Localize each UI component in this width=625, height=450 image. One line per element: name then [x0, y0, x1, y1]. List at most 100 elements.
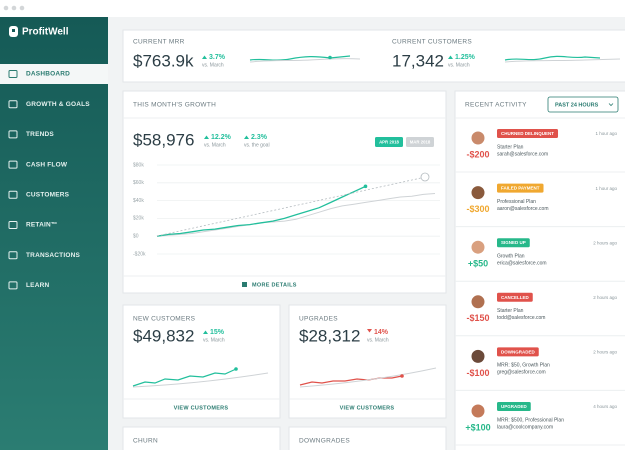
status-badge	[497, 402, 531, 411]
nav-item[interactable]: DASHBOARD	[26, 71, 70, 78]
link-icon[interactable]	[242, 282, 247, 287]
arrow-up	[203, 330, 208, 334]
sparkline	[249, 55, 351, 61]
y-tick-label: $20k	[133, 216, 144, 222]
nav-item[interactable]: RETAIN™	[26, 222, 58, 229]
dropdown-caret	[608, 103, 614, 107]
amount: +$100	[465, 422, 490, 432]
plan: Growth Plan	[497, 254, 525, 260]
logo-icon	[12, 29, 15, 32]
email: erica@salesforce.com	[497, 261, 547, 267]
nav-icon[interactable]	[8, 130, 18, 139]
status: UPGRADED	[501, 404, 528, 409]
status: CHURNED DELINQUENT	[501, 131, 554, 136]
status-badge	[497, 129, 559, 138]
growth-chart: -$20k $0 $20k $40k $60k $80k	[133, 162, 440, 257]
plan: MRR: $50, Growth Plan	[497, 363, 550, 369]
change: 3.7%	[209, 54, 226, 61]
nav-icon[interactable]	[8, 160, 18, 169]
goal-marker	[420, 172, 430, 182]
nav-icon[interactable]	[8, 190, 18, 199]
change: 2.3%	[251, 134, 268, 141]
compare: vs. March	[367, 337, 389, 343]
legend-label: MAR 2018	[410, 140, 431, 145]
growth-card	[122, 90, 447, 294]
plan: MRR: $500, Professional Plan	[497, 417, 564, 423]
legend-badge	[375, 137, 403, 147]
sparkline	[504, 55, 601, 61]
plan: Starter Plan	[497, 308, 524, 314]
y-tick-label: $80k	[133, 162, 144, 168]
label: CURRENT CUSTOMERS	[392, 39, 472, 46]
nav-icon[interactable]	[8, 281, 18, 290]
filter-dropdown[interactable]	[547, 96, 619, 113]
arrow-down	[367, 329, 372, 333]
change: 12.2%	[211, 134, 232, 141]
nav-icon[interactable]	[8, 251, 18, 260]
avatar	[470, 294, 486, 310]
value: $28,312	[299, 326, 360, 345]
arrow-up	[202, 55, 207, 59]
amount: -$150	[466, 313, 489, 323]
time: 2 hours ago	[593, 350, 617, 355]
avatar	[470, 403, 486, 419]
nav-item[interactable]: LEARN	[26, 282, 49, 289]
arrow-up	[244, 135, 249, 139]
email: greg@salesforce.com	[497, 370, 546, 376]
amount: -$300	[466, 204, 489, 214]
nav-item[interactable]: GROWTH & GOALS	[26, 101, 90, 108]
compare: vs. the goal	[244, 142, 270, 148]
status-badge	[497, 292, 533, 302]
filter-text[interactable]: PAST 24 HOURS	[555, 102, 599, 108]
nav-item[interactable]: TRANSACTIONS	[26, 252, 81, 259]
email: sarah@salesforce.com	[497, 151, 548, 157]
time: 4 hours ago	[593, 404, 617, 409]
status-badge	[497, 238, 530, 248]
avatar	[470, 239, 486, 255]
value: $763.9k	[133, 51, 194, 70]
amount: +$50	[468, 259, 488, 269]
logo-text: ProfitWell	[22, 27, 69, 38]
view-customers[interactable]: VIEW CUSTOMERS	[174, 405, 229, 411]
window-dot	[11, 5, 17, 11]
nav-item[interactable]: CUSTOMERS	[26, 192, 70, 199]
logo: ProfitWell	[9, 26, 69, 38]
nav-icon[interactable]	[8, 221, 18, 229]
status-badge	[497, 347, 539, 357]
y-tick-label: $40k	[133, 198, 144, 204]
time: 2 hours ago	[593, 295, 617, 300]
compare: vs. March	[203, 337, 225, 343]
y-tick-label: $0	[133, 234, 139, 240]
series-end	[363, 184, 368, 189]
status: SIGNED UP	[501, 240, 526, 245]
plan: Starter Plan	[497, 144, 524, 150]
nav-icon[interactable]	[8, 70, 18, 78]
card-title: RECENT ACTIVITY	[465, 102, 527, 109]
sidebar	[0, 17, 108, 450]
downgrades-card	[288, 426, 447, 450]
avatar	[470, 185, 486, 201]
card-title: CHURN	[133, 438, 158, 445]
arrow-up	[204, 135, 209, 139]
sparkline-dot	[234, 367, 238, 371]
time: 1 hour ago	[595, 186, 617, 191]
arrow-up	[448, 55, 453, 59]
nav-icon[interactable]	[8, 100, 18, 109]
plan: Professional Plan	[497, 199, 536, 205]
summary-card	[122, 29, 625, 83]
nav-item[interactable]: TRENDS	[26, 131, 54, 138]
status-badge	[497, 183, 544, 193]
status: DOWNGRADED	[501, 349, 535, 354]
value: $58,976	[133, 130, 194, 149]
nav-item[interactable]: CASH FLOW	[26, 161, 68, 168]
sparkline	[132, 372, 269, 388]
sparkline-dot	[328, 55, 332, 60]
sparkline	[132, 368, 237, 387]
window-dot	[3, 5, 9, 11]
view-customers[interactable]: VIEW CUSTOMERS	[340, 405, 395, 411]
nav: DASHBOARD GROWTH & GOALS TRENDS CASH FLOW CU…	[8, 70, 90, 290]
label: CURRENT MRR	[133, 39, 185, 46]
more-details[interactable]: MORE DETAILS	[252, 282, 297, 288]
